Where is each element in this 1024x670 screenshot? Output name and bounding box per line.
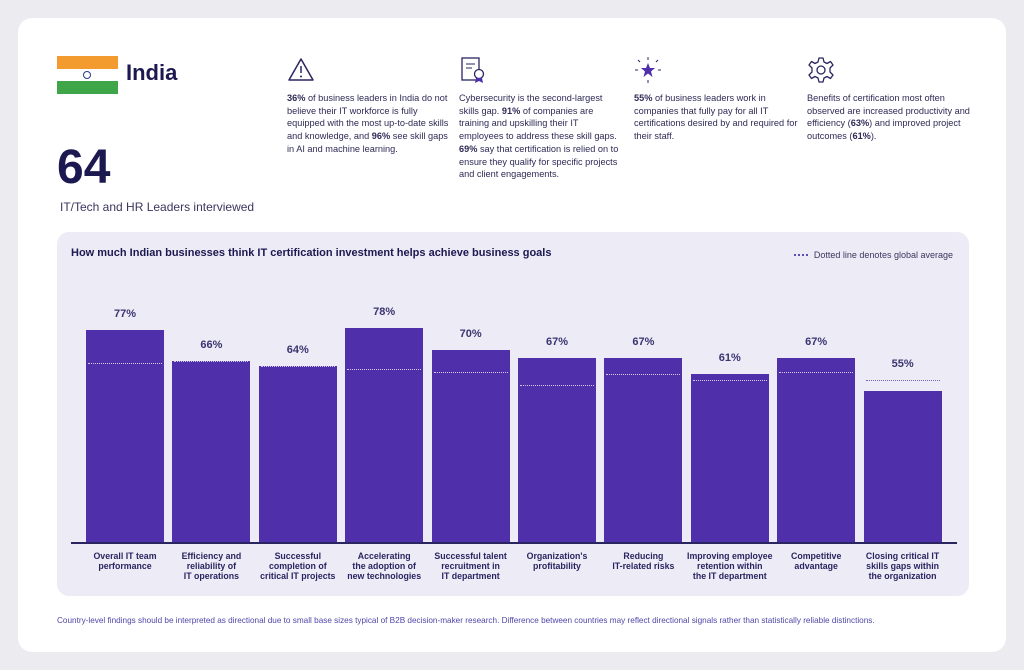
value-label: 67% <box>545 335 569 348</box>
category-label: Closing critical IT skills gaps within the… <box>865 551 940 581</box>
stat-text: 36% of business leaders in India do not … <box>287 92 452 156</box>
gear-icon <box>808 57 834 83</box>
warning-triangle-icon <box>288 58 314 81</box>
bar <box>604 357 683 542</box>
global-average-line <box>606 374 681 376</box>
stat-text: Cybersecurity is the second-largest skil… <box>459 92 624 181</box>
bar <box>518 357 596 542</box>
certificate-icon <box>461 57 485 83</box>
category-label: Successful talent recruitment in IT depart… <box>434 551 507 581</box>
bar <box>86 330 164 542</box>
bar <box>690 374 769 542</box>
stat-text: 55% of business leaders work in companie… <box>634 92 799 143</box>
chart-legend: Dotted line denotes global average <box>793 250 953 260</box>
stat-text-segment: ) and improved project outcomes ( <box>807 118 961 142</box>
bar <box>777 357 856 542</box>
category-label: Improving employee retention within the IT… <box>687 551 773 581</box>
stat-text-segment: see skill gaps in AI and machine learnin… <box>287 131 448 154</box>
category-label: Reducing IT-related risks <box>612 551 675 571</box>
respondent-label: IT/Tech and HR Leaders interviewed <box>60 200 255 214</box>
global-average-line <box>520 385 594 387</box>
stat-text-segment: Cybersecurity is the second-largest skil… <box>459 93 603 116</box>
stat-block-3: 55% of business leaders work in companie… <box>634 56 799 143</box>
value-label: 70% <box>459 327 482 340</box>
stat-highlight: 63% <box>850 118 870 129</box>
footnote: Country-level findings should be interpr… <box>57 616 875 625</box>
stat-text-segment: say that certification is relied on to e… <box>459 143 619 180</box>
category-label: Overall IT team performance <box>93 551 157 571</box>
stat-block-2: Cybersecurity is the second-largest skil… <box>459 56 624 181</box>
global-average-line <box>692 379 767 381</box>
stat-highlight: 55% <box>634 93 653 103</box>
legend-text: Dotted line denotes global average <box>813 250 953 260</box>
global-average-line <box>779 371 854 373</box>
country-name: India <box>126 60 178 85</box>
value-label: 61% <box>718 352 741 365</box>
stat-highlight: 61% <box>852 131 871 142</box>
category-label: Efficiency and reliability of IT operation… <box>181 551 242 581</box>
chart-panel: How much Indian businesses think IT cert… <box>57 232 969 596</box>
stat-highlight: 69% <box>459 143 478 154</box>
global-average-line <box>88 363 162 365</box>
stat-highlight: 91% <box>501 105 521 116</box>
global-average-line <box>347 368 422 370</box>
stat-text-segment: of companies are training and upskilling… <box>459 105 617 142</box>
stat-text-segment: Benefits of certification most often obs… <box>807 93 970 129</box>
india-flag-icon <box>57 56 118 94</box>
sparkle-star-icon <box>635 57 661 83</box>
stat-text-segment: of business leaders in India do not beli… <box>287 93 449 142</box>
value-label: 66% <box>200 338 223 351</box>
category-label: Organization's profitability <box>526 551 588 571</box>
respondent-count: 64 <box>57 141 111 194</box>
value-label: 77% <box>113 308 137 321</box>
value-label: 67% <box>632 335 655 348</box>
stat-highlight: 36% <box>287 93 306 103</box>
stat-block-1: 36% of business leaders in India do not … <box>287 56 452 156</box>
stat-highlight: 96% <box>371 131 391 142</box>
category-label: Successful completion of critical IT proje… <box>260 551 336 581</box>
value-label: 67% <box>805 335 828 348</box>
global-average-line <box>433 371 508 373</box>
bar <box>863 390 942 542</box>
stat-text-segment: ). <box>870 131 877 142</box>
category-label: Accelerating the adoption of new technolog… <box>347 551 422 581</box>
global-average-line <box>260 366 335 367</box>
stat-text: Benefits of certification most often obs… <box>807 92 972 143</box>
bar <box>431 349 510 542</box>
x-axis-line <box>71 542 957 544</box>
chart-title: How much Indian businesses think IT cert… <box>71 247 552 259</box>
dotted-line-legend-icon <box>793 254 808 256</box>
category-label: Competitive advantage <box>791 551 842 571</box>
value-label: 55% <box>891 357 914 370</box>
bar <box>345 327 424 542</box>
value-label: 64% <box>286 344 309 356</box>
stat-text-segment: of business leaders work in companies th… <box>634 93 798 142</box>
bar <box>172 360 251 542</box>
global-average-line <box>174 360 249 362</box>
bar <box>258 366 337 542</box>
stat-block-4: Benefits of certification most often obs… <box>807 56 972 143</box>
value-label: 78% <box>373 305 396 318</box>
global-average-line <box>865 379 940 381</box>
